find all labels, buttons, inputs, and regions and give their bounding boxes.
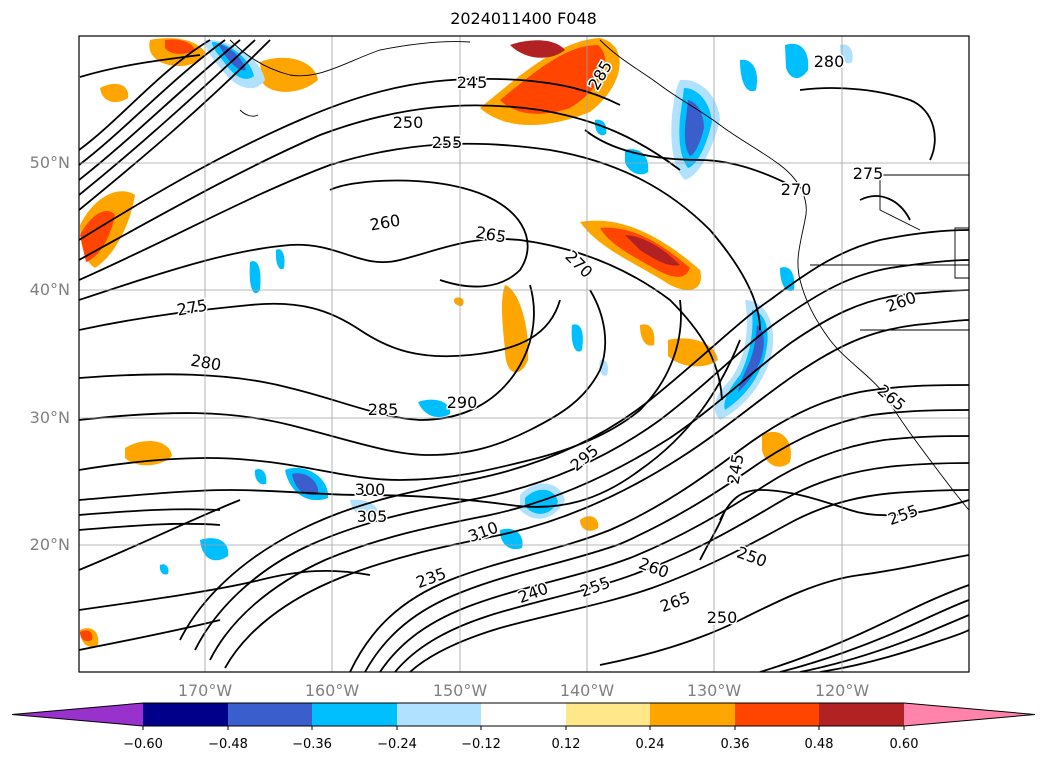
colorbar-tick: 0.60 xyxy=(889,737,919,752)
lat-label-20n: 20°N xyxy=(29,535,70,554)
lon-label-130w: 130°W xyxy=(686,681,742,700)
contour-label: 305 xyxy=(357,507,388,526)
contour-label: 250 xyxy=(707,608,738,627)
colorbar-segment xyxy=(566,703,650,726)
colorbar-segment xyxy=(650,703,735,726)
colorbar-extend-max xyxy=(904,703,1035,726)
lon-label-160w: 160°W xyxy=(304,681,360,700)
shaded-anomalies xyxy=(80,38,853,647)
contour-label: 290 xyxy=(447,393,478,412)
contour-label: 300 xyxy=(355,480,386,499)
colorbar-tick: −0.24 xyxy=(377,737,417,752)
colorbar-segment xyxy=(819,703,904,726)
contour-label: 250 xyxy=(393,113,424,132)
colorbar-tick: −0.48 xyxy=(208,737,248,752)
map-plot-area xyxy=(79,36,969,672)
lat-label-40n: 40°N xyxy=(29,280,70,299)
coastlines xyxy=(229,39,969,511)
map-frame xyxy=(78,35,970,673)
contour-label: 255 xyxy=(432,133,463,152)
colorbar-segment xyxy=(735,703,819,726)
colorbar-tick: −0.36 xyxy=(292,737,332,752)
colorbar-tick: 0.36 xyxy=(720,737,750,752)
contour-label: 280 xyxy=(814,52,845,71)
contour-label: 285 xyxy=(368,400,399,419)
colorbar xyxy=(11,702,1036,730)
contour-label: 275 xyxy=(853,164,884,183)
lat-label-30n: 30°N xyxy=(29,408,70,427)
lon-label-120w: 120°W xyxy=(814,681,870,700)
colorbar-segment xyxy=(397,703,481,726)
colorbar-tick: −0.12 xyxy=(461,737,501,752)
lon-label-170w: 170°W xyxy=(177,681,233,700)
contour-lines xyxy=(79,39,969,672)
lon-label-150w: 150°W xyxy=(432,681,488,700)
contour-label: 245 xyxy=(457,73,488,92)
colorbar-segment xyxy=(312,703,397,726)
lat-label-50n: 50°N xyxy=(29,153,70,172)
colorbar-tick: 0.12 xyxy=(551,737,581,752)
colorbar-segment xyxy=(228,703,312,726)
contour-label: 270 xyxy=(781,180,812,199)
colorbar-tick: −0.60 xyxy=(123,737,163,752)
map-title: 2024011400 F048 xyxy=(450,9,597,28)
colorbar-extend-min xyxy=(12,703,143,726)
colorbar-tick: 0.48 xyxy=(804,737,834,752)
colorbar-segment xyxy=(481,703,566,726)
gridlines xyxy=(79,36,969,672)
colorbar-tick: 0.24 xyxy=(635,737,665,752)
lon-label-140w: 140°W xyxy=(559,681,615,700)
colorbar-segment xyxy=(143,703,228,726)
